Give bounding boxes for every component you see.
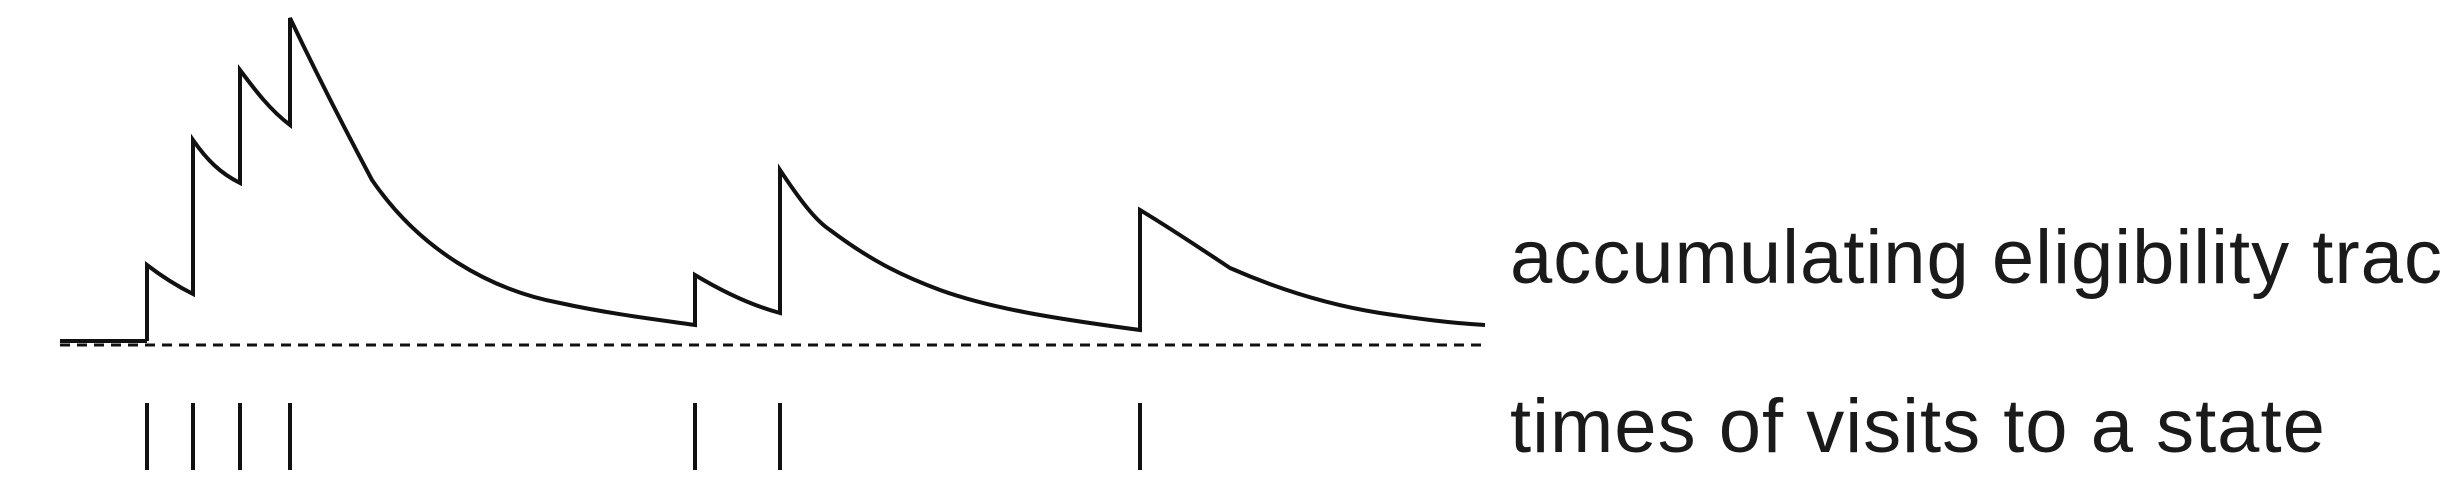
visits-label: times of visits to a state	[1510, 384, 2326, 469]
visit-ticks	[145, 403, 1142, 470]
eligibility-trace-curve	[145, 17, 1486, 341]
trace-label: accumulating eligibility trace	[1510, 215, 2444, 300]
